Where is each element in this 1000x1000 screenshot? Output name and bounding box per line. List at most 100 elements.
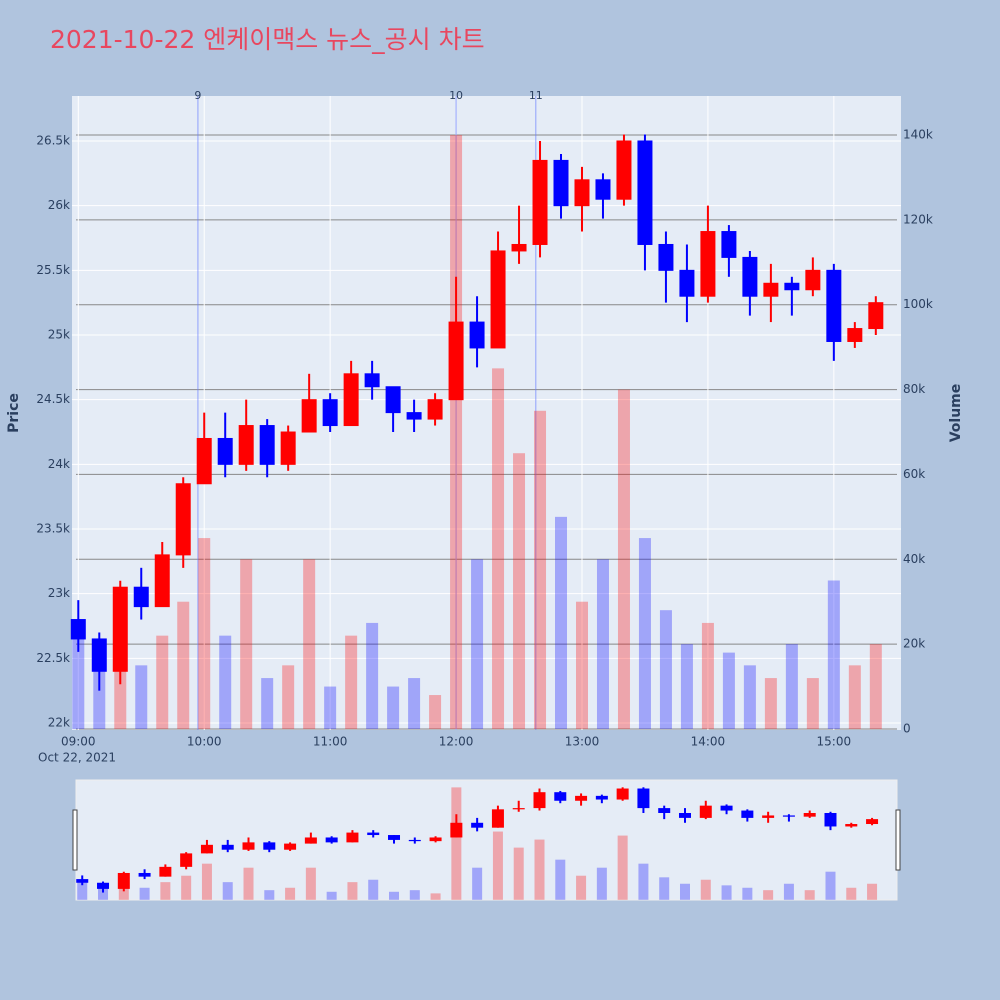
slider-candle-body [699,805,712,818]
slider-volume-bar [451,787,462,900]
y-axis-title: Price [6,393,22,433]
volume-bar [513,453,526,729]
slider-candle-body [512,808,525,810]
volume-bar [135,665,148,729]
y2-tick-label: 60k [903,467,925,481]
slider-volume-bar [77,879,88,900]
slider-candle-body [471,822,484,828]
y2-axis-title: Volume [948,384,964,443]
candle-body [574,179,590,207]
y2-tick-label: 20k [903,637,925,651]
x-tick-label: 13:00 [565,735,600,749]
x-tick-label: 11:00 [313,735,348,749]
slider-candle-body [284,843,297,850]
volume-bar [282,665,295,729]
candle-body [427,399,443,420]
annotation-label: 10 [449,89,463,102]
slider-volume-bar [201,863,212,900]
slider-volume-bar [721,885,732,900]
y2-tick-label: 120k [903,212,933,226]
slider-candle-body [554,792,567,801]
slider-handle[interactable] [72,809,78,871]
slider-candle-body [450,822,463,838]
slider-candle-body [616,788,629,800]
x-tick-label: 14:00 [691,735,726,749]
volume-bar [198,538,211,729]
candle-body [238,425,254,465]
candle-body [364,373,380,388]
candle-body [343,373,359,427]
slider-volume-bar [638,863,649,900]
volume-bar [722,652,735,729]
slider-candle-body [97,882,110,889]
y-tick-label: 26k [48,198,70,212]
slider-candle-body [533,792,546,809]
volume-bar [659,610,672,729]
candle-body [112,586,128,672]
volume-bar [72,622,85,729]
volume-bar [617,389,630,729]
candle-body [721,231,737,258]
slider-candle-body [242,842,255,850]
candle-body [469,321,485,349]
candle-body [784,282,800,291]
volume-bar [261,678,274,729]
slider-candle-body [782,815,795,817]
y2-tick-label: 40k [903,552,925,566]
volume-bar [575,601,588,729]
candle-body [595,179,611,200]
slider-candle-body [637,788,650,809]
volume-bar [806,678,819,729]
annotation-label: 9 [194,89,201,102]
volume-bar [869,644,882,729]
candle-body [616,140,632,200]
slider-volume-bar [596,867,607,900]
slider-candle-body [159,866,172,877]
volume-bar [848,665,861,729]
slider-volume-bar [181,875,192,900]
candle-body [301,399,317,433]
candle-body [91,638,107,672]
volume-bar [680,644,693,729]
volume-bar [596,559,609,729]
slider-candle-body [491,809,504,828]
candle-body [490,250,506,349]
slider-candle-body [595,795,608,800]
slider-candle-body [180,853,193,867]
volume-bar [827,580,840,729]
candle-body [511,243,527,252]
candle-body [763,282,779,297]
volume-bar [638,538,651,729]
y2-tick-label: 80k [903,382,925,396]
candle-body [133,586,149,608]
y2-tick-label: 140k [903,128,933,142]
slider-volume-bar [742,887,753,900]
volume-bar [366,622,379,729]
volume-bar [555,516,568,729]
candle-body [280,431,296,465]
slider-candle-body [346,832,359,843]
slider-handle[interactable] [895,809,901,871]
slider-candle-body [741,810,754,818]
slider-volume-bar [305,867,316,900]
slider-volume-bar [534,839,545,900]
slider-candle-body [304,837,317,844]
volume-bar [534,410,547,729]
slider-volume-bar [555,859,566,900]
slider-candle-body [575,795,588,801]
slider-volume-bar [659,877,670,900]
y-tick-label: 24k [48,457,70,471]
y-tick-label: 23k [48,586,70,600]
slider-volume-bar [160,882,171,900]
x-tick-label: 15:00 [817,735,852,749]
range-slider[interactable] [75,779,898,901]
slider-volume-bar [430,893,441,900]
candle-body [217,437,233,465]
slider-candle-body [720,805,733,811]
x-date-label: Oct 22, 2021 [38,751,116,765]
slider-candle-body [866,819,879,825]
slider-volume-bar [326,891,337,900]
candle-body [847,328,863,342]
volume-bar [743,665,756,729]
